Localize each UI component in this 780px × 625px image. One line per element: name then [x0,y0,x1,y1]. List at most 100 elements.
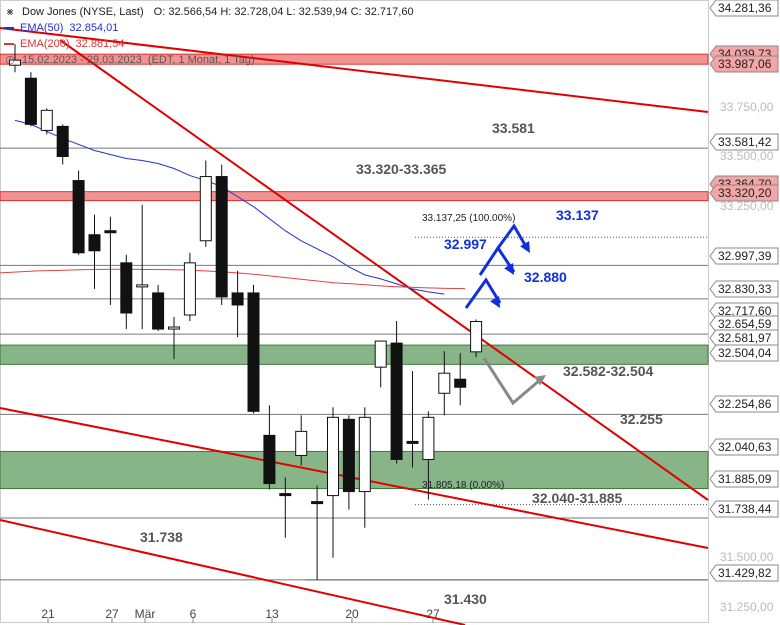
price-tag-10 [709,280,779,298]
candle-body-11 [183,262,196,316]
level-label-33581: 33.581 [492,120,535,136]
candle-body-21 [342,418,355,493]
candle-body-7 [120,262,133,314]
price-tag-18 [709,500,779,518]
candle-body-27 [438,372,451,394]
candle-body-13 [215,176,228,298]
chart-legend: ⨳ Dow Jones (NYSE, Last) O: 32.566,54 H:… [4,4,414,68]
projection-path-down [482,357,541,406]
support-band-2 [0,344,709,365]
candle-body-16 [263,434,276,485]
price-tag-9 [709,247,779,265]
price-tag-label-14: 32.504,04 [718,346,772,360]
candle-body-29 [470,321,483,353]
price-tag-7 [709,184,779,202]
candle-body-17 [279,493,292,497]
price-tag-17 [709,470,779,488]
price-tag-0 [709,0,779,17]
price-tag-label-18: 31.738,44 [718,502,772,516]
projection-arrowhead-3 [520,241,530,253]
plot-area [0,0,709,623]
candle-body-1 [24,77,37,125]
target-label-32997: 32.997 [444,236,487,252]
projection-path-3 [496,223,530,251]
x-tick-label-3: 6 [190,607,197,621]
candle-body-15 [247,292,260,412]
ema200-value: 32.881,54 [75,38,125,50]
legend-ema200[interactable]: EMA(200) 32.881,54 [4,36,414,52]
price-tag-label-16: 32.040,63 [718,440,772,454]
price-tag-label-20: 31.429,82 [718,566,772,580]
candle-body-24 [390,342,403,460]
zone-label-support-lower: 32.040-31.885 [532,490,623,506]
candle-body-26 [422,416,435,460]
clock-icon: ◷ [5,54,15,66]
price-tag-label-13: 32.581,97 [718,331,772,345]
candle-body-23 [374,340,387,368]
price-tag-label-2: 33.987,06 [718,57,772,71]
candle-body-20 [327,416,339,497]
zone-label-resistance: 33.320-33.365 [356,161,447,177]
resistance-band-1 [0,191,709,202]
candle-body-10 [168,326,180,330]
legend-period: ◷ 15.02.2023 - 29.03.2023 (EDT, 1 Monat,… [4,52,414,68]
ema50-label: EMA(50) [20,22,64,34]
candle-body-12 [199,176,212,242]
target-label-33137: 33.137 [556,207,599,223]
candle-body-9 [152,292,165,330]
x-tick-label-4: 13 [265,607,279,621]
ema200-swatch [4,43,14,45]
fib-0-label: 31.805,18 (0.00%) [422,480,504,491]
candle-body-0 [9,59,21,66]
candle-body-18 [295,430,308,456]
projection-arrowhead-1 [490,296,500,308]
ema50-line [14,119,445,295]
projection-arrowhead-2 [504,263,514,275]
y-axis-label-19: 31.500,00 [720,550,774,564]
period-range: 15.02.2023 - 29.03.2023 [22,54,142,66]
ema200-label: EMA(200) [20,38,70,50]
trendline-upper [0,27,709,113]
zone-label-support-upper: 32.582-32.504 [563,363,654,379]
legend-instrument-row: ⨳ Dow Jones (NYSE, Last) O: 32.566,54 H:… [4,4,414,20]
level-label-31738: 31.738 [140,529,183,545]
trendline-down [59,39,709,501]
candle-body-3 [56,125,69,157]
fib-100-label: 33.137,25 (100.00%) [422,213,515,224]
price-tag-16 [709,438,779,456]
candle-body-28 [454,378,467,388]
period-detail: (EDT, 1 Monat, 1 Tag) [147,54,255,66]
legend-ema50[interactable]: EMA(50) 32.854,01 [4,20,414,36]
candle-body-25 [406,440,419,444]
x-tick-label-0: 21 [41,607,55,621]
price-tag-2 [709,55,779,73]
price-tag-20 [709,564,779,582]
projection-path-1 [464,277,502,309]
x-tick-label-2: Mär [135,607,156,621]
price-tag-15 [709,395,779,413]
trendline-channel-bottom [0,519,466,625]
price-tag-label-7: 33.320,20 [718,186,772,200]
price-tag-label-9: 32.997,39 [718,249,772,263]
x-tick-label-5: 20 [345,607,359,621]
candle-body-5 [88,234,101,252]
price-tag-14 [709,344,779,362]
ohlc-values: O: 32.566,54 H: 32.728,04 L: 32.539,94 C… [153,6,414,18]
resistance-band-0 [0,53,709,65]
price-tag-label-11: 32.717,60 [718,304,772,318]
candle-body-6 [104,230,117,234]
price-tag-13 [709,329,779,347]
level-label-32255: 32.255 [620,411,663,427]
chart-type-icon[interactable]: ⨳ [6,6,14,18]
price-tag-4 [709,133,779,151]
y-axis-label-21: 31.250,00 [720,600,774,614]
ema200-line [0,268,466,290]
target-label-32880: 32.880 [524,269,567,285]
candle-body-2 [40,109,53,131]
x-tick-label-6: 27 [426,607,440,621]
x-tick-label-1: 27 [105,607,119,621]
y-axis-label-5: 33.500,00 [720,149,774,163]
price-tag-label-17: 31.885,09 [718,472,772,486]
candle-body-19 [311,501,324,505]
